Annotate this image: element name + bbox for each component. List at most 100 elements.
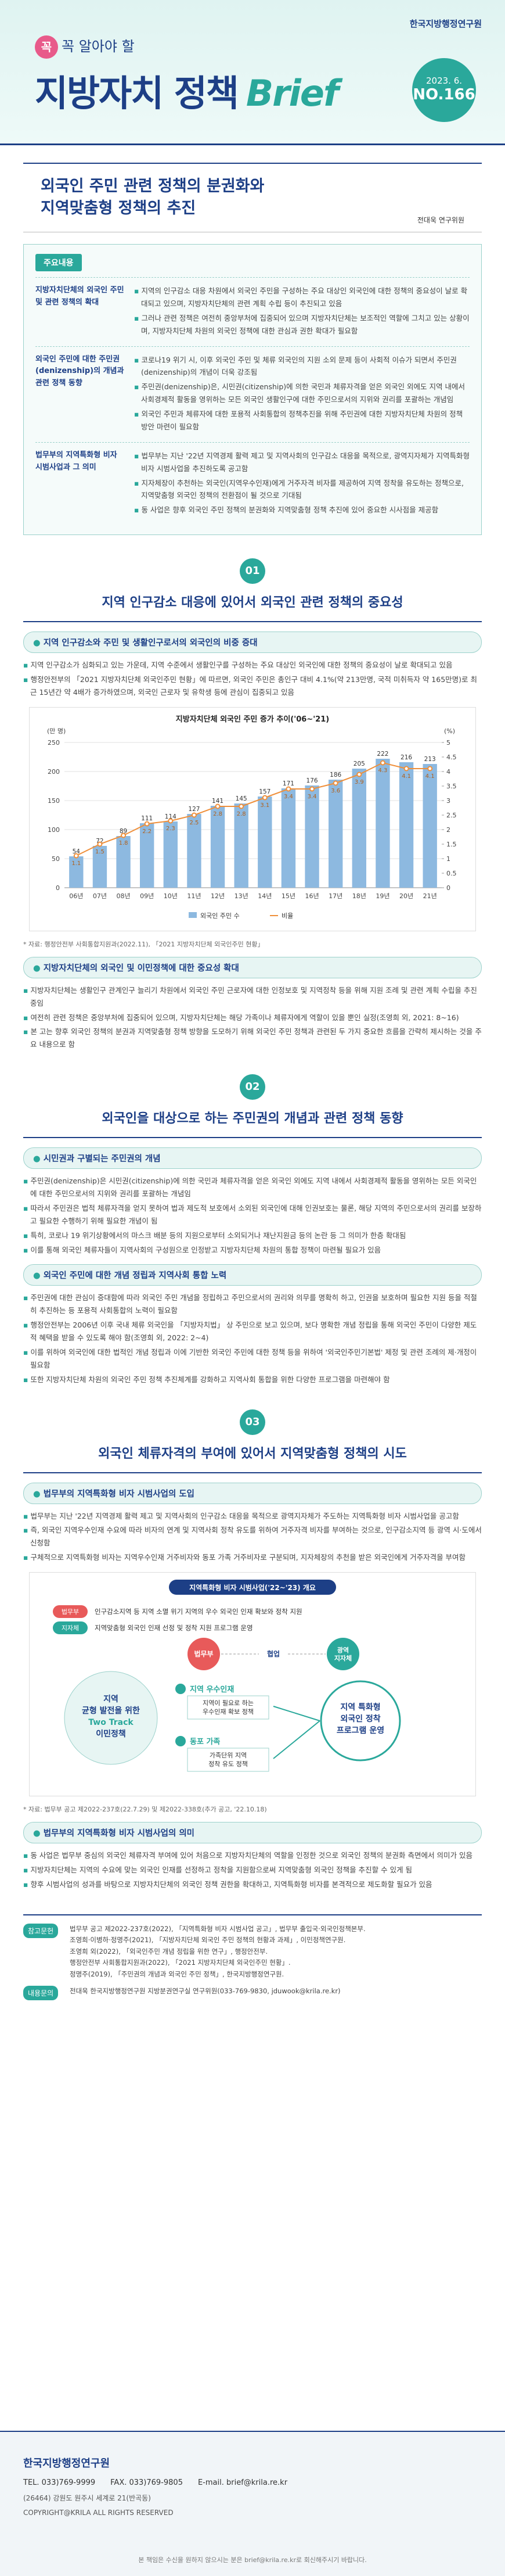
node-text: 정착 유도 정책: [208, 1760, 248, 1768]
result-node: [320, 1680, 401, 1761]
point-label: 4.1: [425, 773, 435, 780]
bullet: 즉, 외국인 지역우수인재 수요에 따라 비자의 연계 및 지역사회 정착 유도…: [23, 1524, 482, 1549]
point-label: 3.9: [355, 779, 364, 785]
node-box: [187, 1695, 269, 1720]
summary-label: 주요내용: [35, 254, 82, 271]
line-point: [239, 803, 244, 809]
y-tick-label: 50: [52, 855, 60, 863]
summary-row: 외국인 주민에 대한 주민권(denizenship)의 개념과 관련 정책 동…: [35, 346, 470, 442]
result-text: 외국인 정착: [340, 1714, 380, 1724]
point-label: 1.1: [71, 860, 81, 867]
y2-tick-label: 3.5: [446, 783, 457, 790]
contact-label: 내용문의: [23, 1986, 59, 2001]
node-text: 가족단위 지역: [210, 1752, 247, 1759]
province: 광역: [337, 1646, 349, 1654]
subsection-title: 시민권과 구별되는 주민권의 개념: [23, 1147, 482, 1169]
article-head: 외국인 주민 관련 정책의 분권화와 지역맞춤형 정책의 추진 전대욱 연구위원: [23, 163, 482, 232]
diagram-title: 지역특화형 비자 시범사업('22~'23) 개요: [189, 1583, 316, 1592]
province: 지자체: [334, 1654, 352, 1662]
bar-label: 54: [73, 848, 81, 855]
line-point: [144, 821, 150, 827]
bullet: 또한 지방자치단체 차원의 외국인 주민 정책 추진체계를 강화하고 지역사회 …: [23, 1373, 482, 1386]
bullet: 동 사업은 향후 외국인 주민 정책의 분권화와 지역맞춤형 정책 추진에 있어…: [134, 504, 470, 516]
tag-text: 지역맞춤형 외국인 인재 선정 및 정착 지원 프로그램 운영: [95, 1624, 253, 1632]
references-row: 참고문헌 법무부 공고 제2022-237호(2022), 「지역특화형 비자 시…: [23, 1923, 482, 1981]
bar-label: 141: [212, 798, 223, 805]
bullet: 지자체장이 추천하는 외국인(지역우수인재)에게 거주자격 비자를 제공하여 지…: [134, 477, 470, 503]
y2-tick-label: 4.5: [446, 754, 457, 761]
chart: 지방자치단체 외국인 주민 증가 추이('06~'21)(만 명) (%)0501…: [47, 715, 457, 920]
tel: TEL. 033)769-9999: [23, 2478, 96, 2487]
ministry-node: [187, 1638, 220, 1670]
bar-label: 176: [306, 777, 318, 784]
node-dot: [175, 1684, 186, 1694]
date: 2023. 6.: [425, 76, 463, 86]
summary-heading: 외국인 주민에 대한 주민권(denizenship)의 개념과 관련 정책 동…: [35, 354, 124, 388]
point-label: 2.5: [189, 820, 199, 826]
summary-heading: 법무부의 지역특화형 비자 시범사업과 그 의미: [35, 450, 117, 472]
bar: [140, 823, 154, 888]
references-label: 참고문헌: [23, 1923, 59, 1938]
tag-text: 인구감소지역 등 지역 소멸 위기 지역의 우수 외국인 인재 확보와 정착 지…: [95, 1608, 302, 1616]
point-label: 2.3: [166, 826, 175, 832]
diagram-note: * 자료: 법무부 공고 제2022-237호(22.7.29) 및 제2022…: [23, 1806, 267, 1813]
point-label: 2.8: [213, 811, 222, 817]
x-tick-label: 18년: [352, 892, 366, 900]
bullet: 그러나 관련 정책은 여전히 중앙부처에 집중되어 있으며 지방자치단체는 보조…: [134, 312, 470, 338]
reference: 조영희 외(2022), 「외국인주민 개념 정립을 위한 연구」, 행정안전부…: [70, 1947, 268, 1956]
summary-bullets: 지역의 인구감소 대응 차원에서 외국인 주민을 구성하는 주요 대상인 외국인…: [134, 285, 470, 339]
line-point: [309, 786, 315, 792]
bar: [92, 845, 107, 888]
bar-label: 111: [141, 815, 153, 822]
bar-label: 213: [424, 756, 436, 763]
y-tick-label: 100: [48, 826, 60, 834]
bar: [423, 763, 437, 888]
bullet: 지방자치단체는 지역의 수요에 맞는 외국인 인재를 선정하고 정착을 지원함으…: [23, 1864, 482, 1877]
bullet: 지방자치단체는 생활인구 관계인구 늘리기 차원에서 외국인 주민 근로자에 대…: [23, 984, 482, 1010]
bullet: 지역의 인구감소 대응 차원에서 외국인 주민을 구성하는 주요 대상인 외국인…: [134, 285, 470, 310]
y2-tick-label: 0: [446, 884, 450, 892]
bar: [305, 785, 319, 888]
x-tick-label: 17년: [329, 892, 342, 900]
summary-bullets: 코로나19 위기 시, 이후 외국인 주민 및 체류 외국인의 지원 소외 문제…: [134, 354, 470, 435]
subsection-title: 지역 인구감소와 주민 및 생활인구로서의 외국인의 비중 증대: [23, 632, 482, 654]
section-title: 외국인을 대상으로 하는 주민권의 개념과 관련 정책 동향: [23, 1100, 482, 1139]
bullet: 동 사업은 법무부 중심의 외국인 체류자격 부여에 있어 처음으로 지방자치단…: [23, 1849, 482, 1862]
x-tick-label: 16년: [305, 892, 319, 900]
title-bar: [169, 1580, 336, 1595]
line-point: [286, 786, 291, 792]
bar: [234, 803, 248, 888]
legend-label: 비율: [282, 912, 293, 920]
contact-row: 내용문의 전대욱 한국지방행정연구원 지방분권연구실 연구위원(033-769-9…: [23, 1986, 482, 2001]
contacts: TEL. 033)769-9999 FAX. 033)769-9805 E-mail…: [23, 2478, 482, 2487]
line-point: [356, 772, 362, 777]
bar-label: 205: [354, 760, 365, 767]
summary-row: 지방자치단체의 외국인 주민 및 관련 정책의 확대 지역의 인구감소 대응 차원…: [35, 277, 470, 346]
y-tick-label: 150: [48, 797, 60, 805]
bullet: 본 고는 향후 외국인 정책의 분권과 지역맞춤형 정책 방향을 도모하기 위해…: [23, 1025, 482, 1051]
result-text: 지역 특화형: [340, 1702, 380, 1712]
label-box: 내용문의: [23, 1986, 70, 2001]
bar: [116, 835, 131, 888]
email: E-mail. brief@krila.re.kr: [197, 2478, 288, 2487]
legend-label: 외국인 주민 수: [200, 912, 240, 920]
bullet: 특히, 코로나 19 위기상황에서의 마스크 배분 등의 지원으로부터 소외되거…: [23, 1229, 482, 1242]
x-tick-label: 11년: [187, 892, 201, 900]
bullet: 주민권에 대한 관심이 증대함에 따라 외국인 주민 개념을 정립하고 주민으로…: [23, 1291, 482, 1317]
brand: Brief: [246, 72, 339, 114]
footer: 한국지방행정연구원 TEL. 033)769-9999 FAX. 033)769-…: [0, 2431, 505, 2576]
bullet: 주민권(denizenship)은 시민권(citizenship)에 의한 국…: [23, 1175, 482, 1200]
bullet: 행정안전부의 「2021 지방자치단체 외국인주민 현황」에 따르면, 외국인 …: [23, 673, 482, 699]
bar-label: 222: [377, 751, 388, 758]
bar: [329, 779, 343, 888]
issue-badge: 2023. 6. NO.166: [412, 58, 476, 122]
x-tick-label: 19년: [376, 892, 389, 900]
ministry: 법무부: [194, 1649, 213, 1658]
y-unit: (만 명): [47, 727, 66, 735]
y-tick-label: 0: [56, 884, 60, 892]
